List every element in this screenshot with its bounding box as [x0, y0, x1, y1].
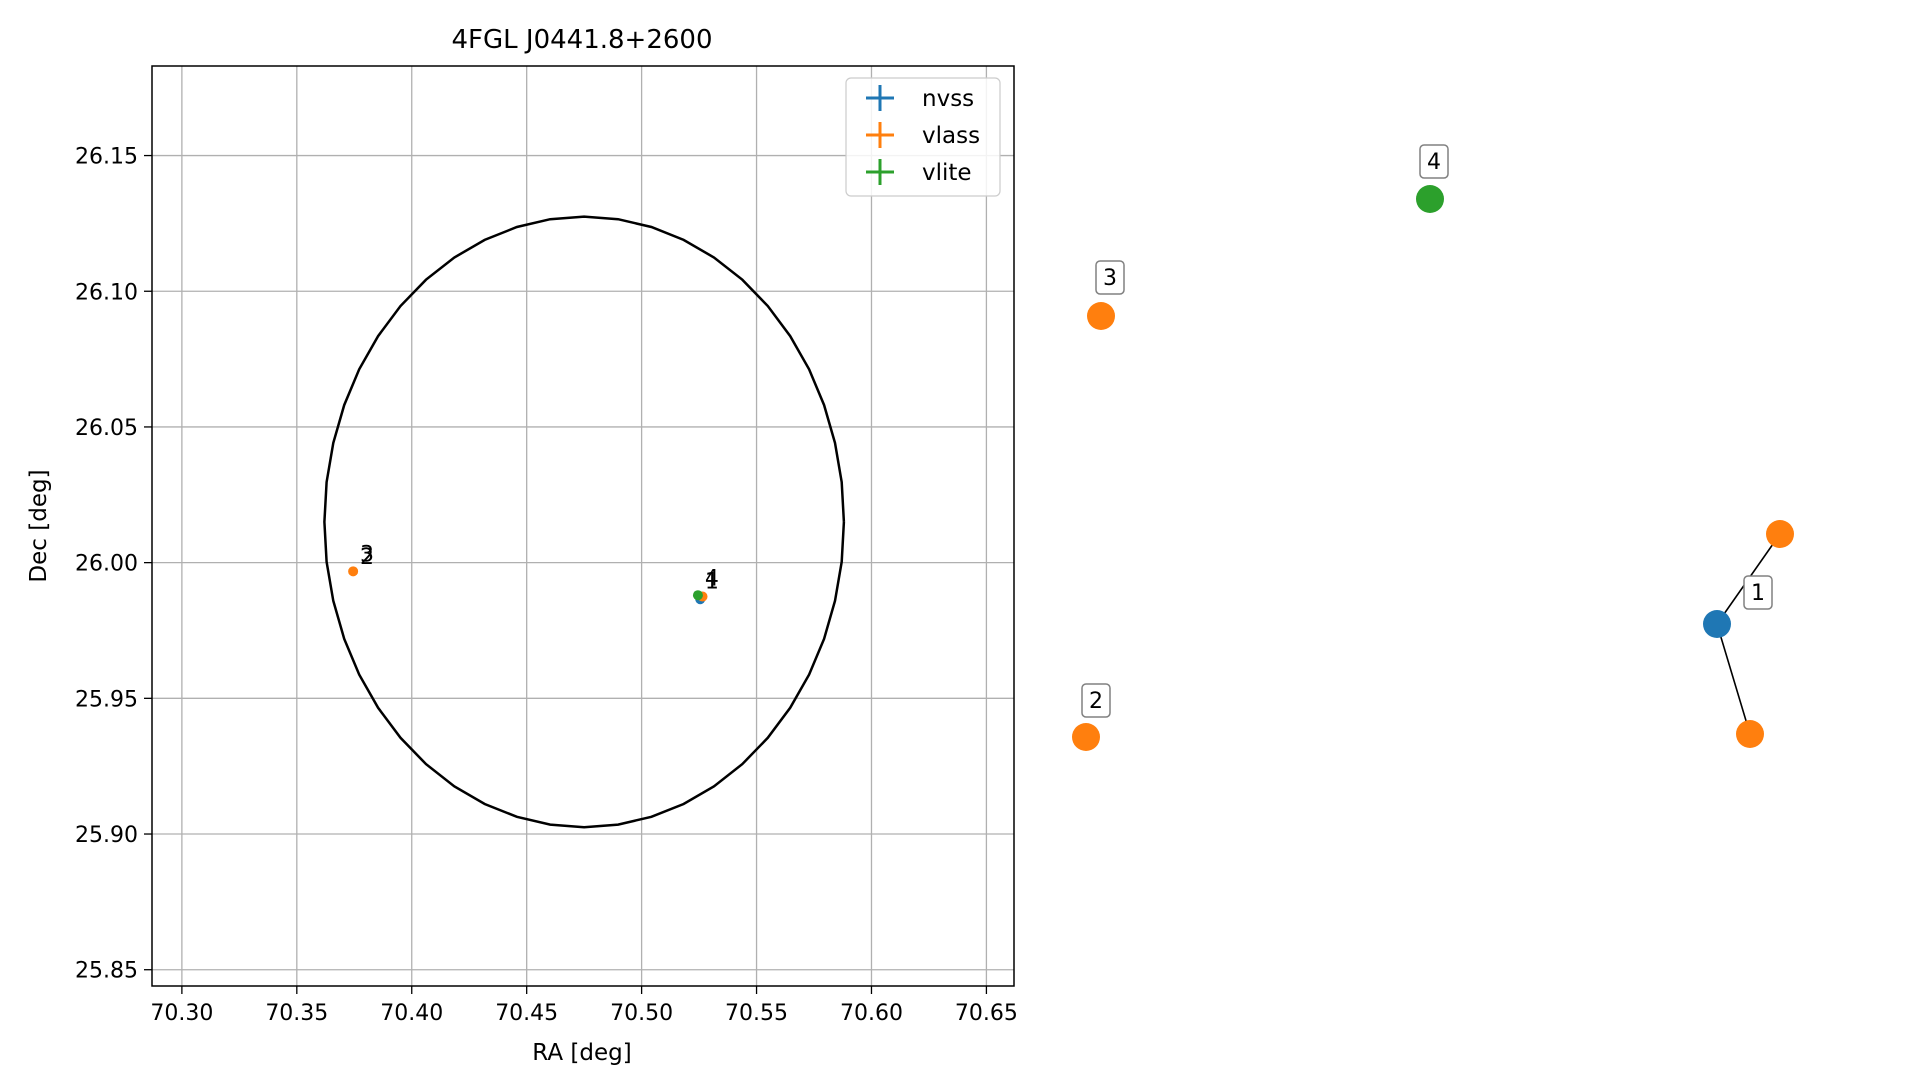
x-tick-label: 70.45	[495, 1001, 558, 1026]
legend: nvss vlass vlite	[845, 77, 1001, 197]
y-tick-label: 26.05	[75, 416, 138, 441]
y-axis-ticks: 25.85 25.90 25.95 26.00 26.05 26.10 26.15	[75, 145, 152, 984]
legend-label-nvss: nvss	[922, 86, 974, 112]
network-label-text: 2	[1089, 689, 1103, 714]
x-tick-label: 70.50	[610, 1001, 673, 1026]
network-node-vlite	[1416, 185, 1444, 213]
x-tick-label: 70.60	[840, 1001, 903, 1026]
legend-box	[845, 77, 1001, 197]
y-axis-label: Dec [deg]	[26, 469, 52, 582]
y-tick-label: 26.00	[75, 552, 138, 577]
network-label-box	[1081, 683, 1111, 718]
source-annotations: 32 41	[360, 542, 719, 594]
y-tick-label: 25.90	[75, 823, 138, 848]
legend-item-nvss: nvss	[866, 85, 974, 112]
localization-ellipse	[323, 215, 846, 829]
network-labels: 4 3 1 2	[1081, 144, 1773, 718]
y-tick-label: 26.15	[75, 145, 138, 170]
network-label-box	[1743, 575, 1773, 610]
x-tick-label: 70.65	[955, 1001, 1018, 1026]
network-label-1: 1	[1743, 575, 1773, 610]
x-tick-label: 70.40	[380, 1001, 443, 1026]
network-label-text: 3	[1103, 266, 1117, 291]
point-vlite	[692, 590, 703, 601]
network-label-box	[1419, 144, 1449, 179]
source-points	[348, 566, 708, 605]
plot-frame	[151, 65, 1015, 987]
chart-title: 4FGL J0441.8+2600	[452, 25, 713, 55]
grid	[152, 66, 1014, 986]
network-node-vlass	[1072, 723, 1100, 751]
network-nodes	[1072, 185, 1794, 751]
network-plot: 4 3 1 2	[1072, 144, 1794, 751]
source-label-4: 4	[705, 567, 719, 592]
point-vlass	[348, 566, 359, 577]
network-node-vlass	[1736, 720, 1764, 748]
x-tick-label: 70.35	[265, 1001, 328, 1026]
network-label-box	[1095, 260, 1125, 295]
x-tick-label: 70.55	[725, 1001, 788, 1026]
legend-item-vlite: vlite	[866, 159, 972, 186]
legend-label-vlass: vlass	[922, 123, 980, 149]
network-label-3: 3	[1095, 260, 1125, 295]
network-link	[1716, 623, 1751, 735]
source-label-1: 1	[705, 569, 719, 594]
network-label-text: 4	[1427, 150, 1441, 175]
network-node-vlass	[1087, 302, 1115, 330]
y-tick-label: 25.95	[75, 687, 138, 712]
y-tick-label: 26.10	[75, 280, 138, 305]
source-label-3: 3	[360, 542, 374, 567]
y-tick-label: 25.85	[75, 959, 138, 984]
network-node-nvss	[1703, 610, 1731, 638]
x-axis-label: RA [deg]	[532, 1040, 631, 1066]
legend-item-vlass: vlass	[866, 122, 980, 149]
network-label-2: 2	[1081, 683, 1111, 718]
network-label-4: 4	[1419, 144, 1449, 179]
x-tick-label: 70.30	[150, 1001, 213, 1026]
x-axis-ticks: 70.30 70.35 70.40 70.45 70.50 70.55 70.60 70.65	[150, 986, 1018, 1026]
source-label-2: 2	[360, 545, 374, 570]
legend-label-vlite: vlite	[922, 160, 972, 186]
network-label-text: 1	[1751, 581, 1765, 606]
network-node-vlass	[1766, 520, 1794, 548]
